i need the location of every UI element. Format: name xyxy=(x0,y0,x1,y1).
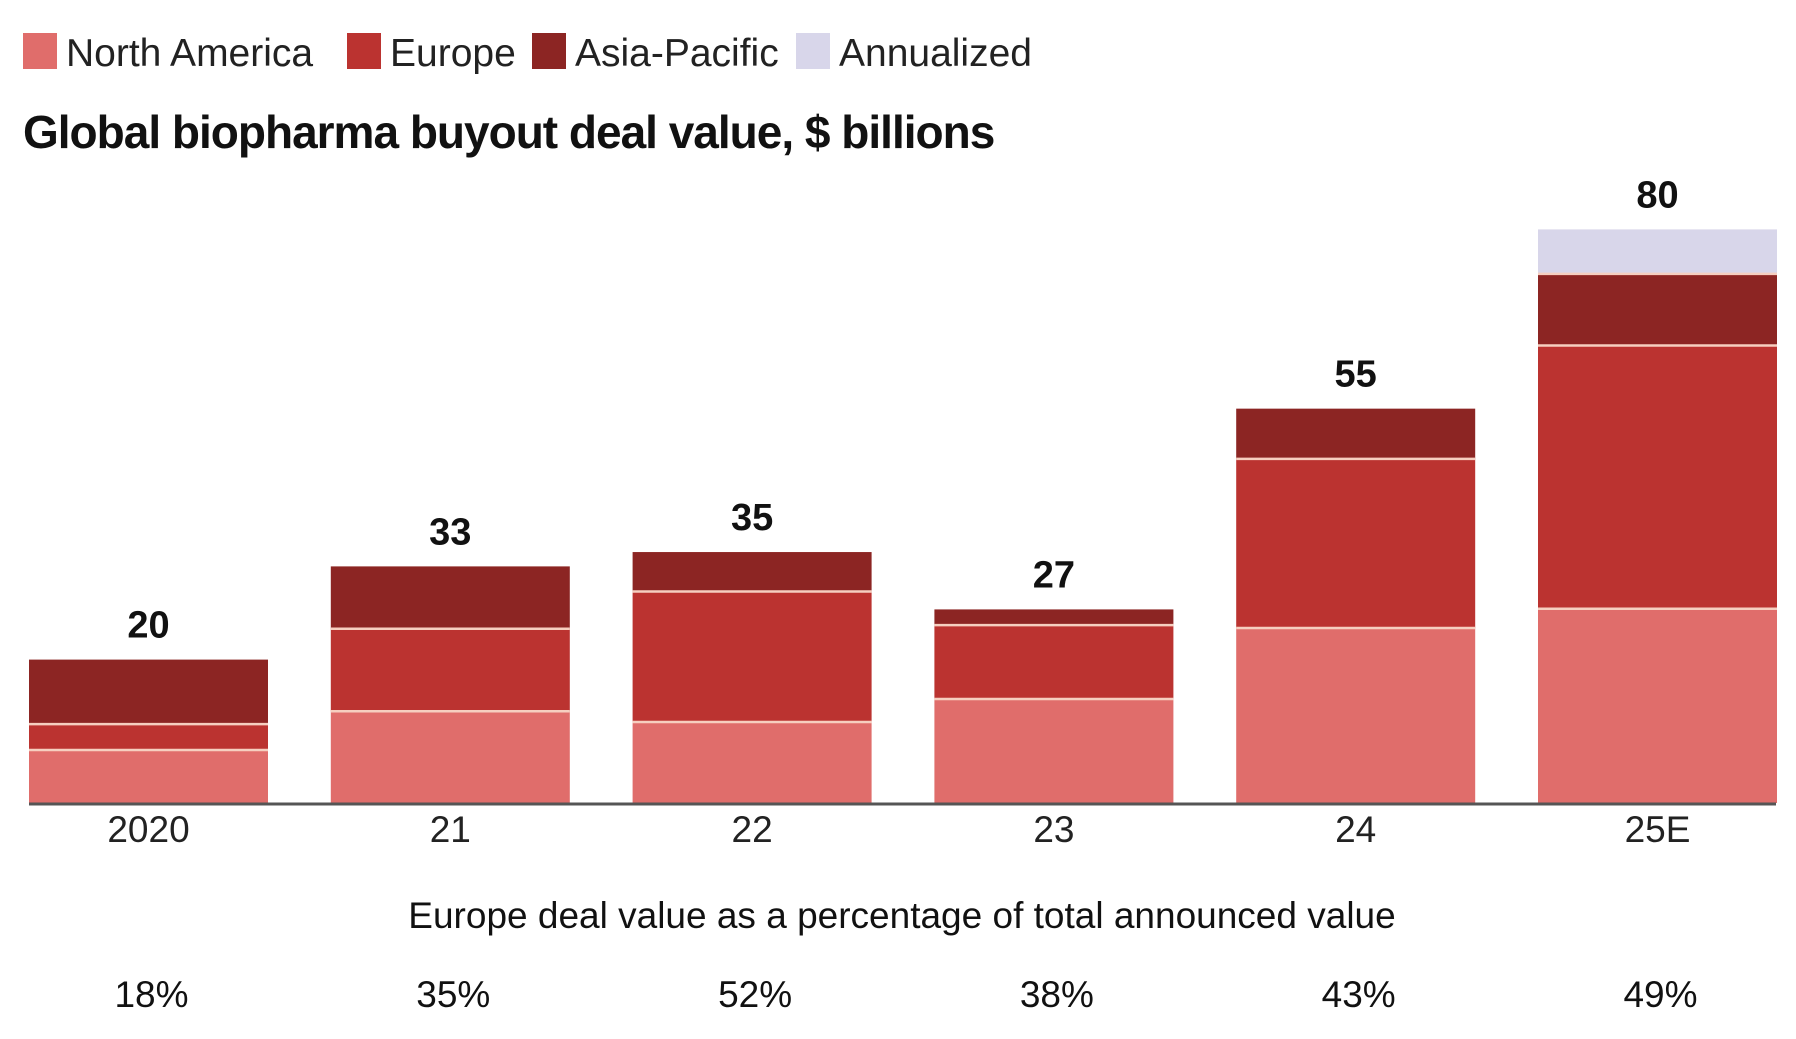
legend-swatch-annualized xyxy=(796,33,830,69)
bar-asia-pacific-23 xyxy=(934,609,1174,626)
total-label-24: 55 xyxy=(1335,354,1377,396)
europe-share-row: 18% 35% 52% 38% 43% 49% xyxy=(114,974,1697,1015)
bar-north-america-21 xyxy=(330,711,570,803)
bars: 20 33 35 27 55 80 xyxy=(29,174,1777,803)
europe-share-24: 43% xyxy=(1322,974,1396,1015)
bar-north-america-22 xyxy=(632,721,872,803)
legend-label-asia-pacific: Asia-Pacific xyxy=(575,32,779,75)
x-tick-labels: 2020 21 22 23 24 25E xyxy=(107,809,1690,850)
bar-asia-pacific-25E xyxy=(1538,273,1777,346)
bar-europe-24 xyxy=(1236,458,1476,629)
total-label-2020: 20 xyxy=(127,605,169,647)
bar-asia-pacific-21 xyxy=(330,566,570,629)
bar-europe-22 xyxy=(632,591,872,722)
bar-europe-25E xyxy=(1538,345,1777,609)
europe-share-25E: 49% xyxy=(1623,974,1697,1015)
bar-annualized-25E xyxy=(1538,229,1777,274)
total-label-22: 35 xyxy=(731,497,773,539)
x-tick-25E: 25E xyxy=(1625,809,1691,850)
legend-swatch-asia-pacific xyxy=(532,33,566,69)
bar-north-america-2020 xyxy=(29,749,268,803)
legend-label-europe: Europe xyxy=(390,32,516,75)
x-tick-22: 22 xyxy=(732,809,773,850)
bar-asia-pacific-2020 xyxy=(29,659,268,725)
bar-europe-2020 xyxy=(29,724,268,750)
bar-europe-21 xyxy=(330,628,570,712)
europe-share-21: 35% xyxy=(416,974,490,1015)
legend-label-north-america: North America xyxy=(66,32,313,75)
bar-north-america-25E xyxy=(1538,608,1777,803)
share-subtitle: Europe deal value as a percentage of tot… xyxy=(408,895,1395,936)
europe-share-23: 38% xyxy=(1020,974,1094,1015)
bar-north-america-24 xyxy=(1236,628,1476,803)
x-tick-21: 21 xyxy=(430,809,471,850)
legend-label-annualized: Annualized xyxy=(839,32,1032,75)
europe-share-22: 52% xyxy=(718,974,792,1015)
europe-share-2020: 18% xyxy=(114,974,188,1015)
x-tick-24: 24 xyxy=(1335,809,1376,850)
total-label-21: 33 xyxy=(429,511,471,553)
bar-asia-pacific-24 xyxy=(1236,408,1476,459)
total-label-23: 27 xyxy=(1033,554,1075,596)
chart-title: Global biopharma buyout deal value, $ bi… xyxy=(23,106,994,158)
bar-europe-23 xyxy=(934,625,1174,700)
bar-asia-pacific-22 xyxy=(632,552,872,592)
bar-north-america-23 xyxy=(934,699,1174,803)
legend-swatch-north-america xyxy=(23,33,57,69)
total-label-25E: 80 xyxy=(1636,174,1678,216)
x-tick-23: 23 xyxy=(1033,809,1074,850)
x-tick-2020: 2020 xyxy=(107,809,189,850)
legend: North America Europe Asia-Pacific Annualize… xyxy=(23,32,1032,75)
legend-swatch-europe xyxy=(347,33,381,69)
